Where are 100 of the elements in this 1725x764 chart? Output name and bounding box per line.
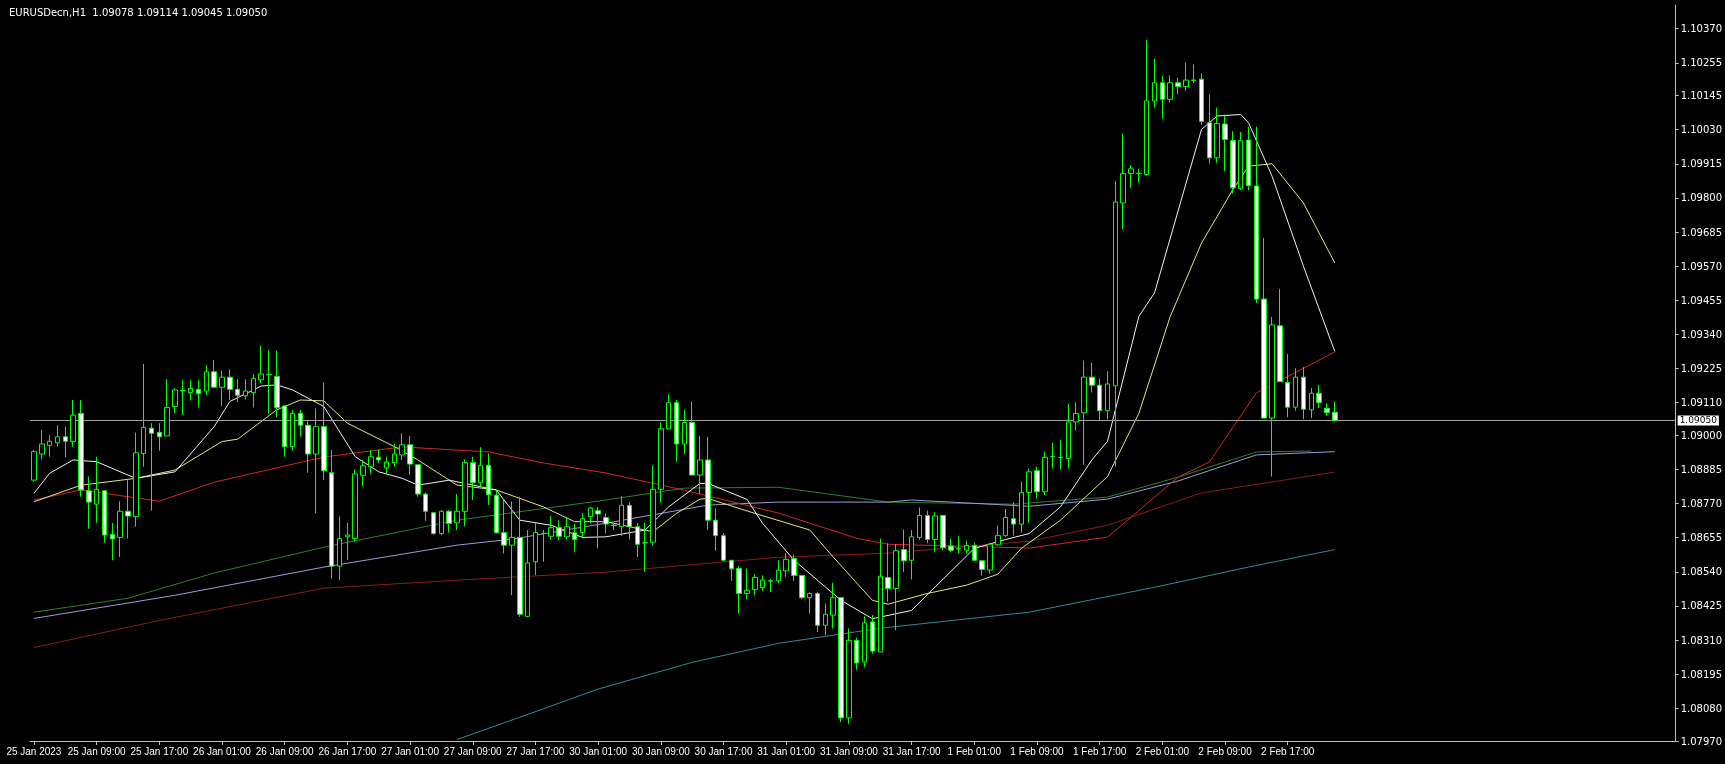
x-tick-label: 27 Jan 09:00 [443,745,503,757]
candlestick [791,553,797,582]
candlestick [1238,131,1243,191]
candlestick [854,637,859,671]
candlestick [650,464,656,547]
candlestick [392,443,397,468]
candlestick [407,435,413,476]
ref-line-label: 1.09050 [1679,415,1718,426]
x-tick-label: 31 Jan 09:00 [819,745,879,757]
candlestick [776,559,781,584]
candlestick [964,540,969,554]
candlestick [721,532,726,561]
candlestick [149,422,154,512]
candlestick [674,399,679,463]
candlestick [987,542,993,575]
candlestick [846,628,852,725]
candlestick [1128,164,1134,189]
x-tick-label: 25 Jan 2023 [6,745,62,757]
candlestick [1199,72,1204,126]
candlestick [235,378,240,403]
candlestick [1019,481,1024,534]
y-tick-label: 1.10370 [1680,23,1723,35]
candlestick [893,543,899,631]
x-tick-label: 31 Jan 17:00 [882,745,941,757]
candlestick [635,522,640,558]
candlestick [368,449,374,474]
candlestick [290,409,295,452]
y-tick-label: 1.08425 [1680,600,1723,612]
candlestick [917,506,922,541]
candlestick [548,515,554,540]
candlestick [580,512,585,538]
candlestick [462,458,468,527]
candlestick [337,516,342,581]
x-tick-label: 25 Jan 17:00 [130,745,189,757]
candlestick [1160,75,1165,120]
x-tick-label: 27 Jan 17:00 [506,745,565,757]
candlestick [1332,400,1338,423]
y-tick-label: 1.09455 [1680,294,1723,306]
candlestick [658,422,664,504]
x-tick-label: 26 Jan 09:00 [255,745,315,757]
candlestick [1011,501,1016,537]
candlestick [1309,387,1314,419]
candlestick [572,523,577,553]
candlestick [211,359,217,389]
y-tick-label: 1.08770 [1680,498,1723,510]
candlestick [885,542,891,603]
candlestick [439,509,444,536]
candlestick [86,476,92,530]
candlestick [619,495,624,537]
candlestick [55,424,60,448]
y-tick-label: 1.09110 [1680,397,1723,409]
candlestick [352,468,358,543]
y-tick-label: 1.08655 [1680,532,1723,544]
candlestick [838,597,844,723]
x-tick-label: 1 Feb 09:00 [1010,745,1065,757]
x-tick-label: 30 Jan 01:00 [569,745,628,757]
x-tick-label: 30 Jan 09:00 [631,745,691,757]
candlestick [517,496,523,618]
candlestick [979,559,985,576]
candlestick [282,405,287,458]
candlestick [78,399,84,498]
candlestick [909,529,914,581]
candlestick [1113,180,1118,467]
line-series [33,471,1336,649]
candlestick [157,422,162,452]
candlestick [1105,370,1110,420]
candlestick [423,492,428,522]
candlestick [689,400,695,476]
candlestick [251,373,256,408]
candlestick [141,363,146,468]
candlestick [501,498,507,554]
candlestick [478,446,483,488]
x-tick-label: 26 Jan 01:00 [193,745,252,757]
y-tick-label: 1.08540 [1680,566,1723,578]
candlestick [188,379,193,402]
candlestick [862,615,867,668]
candlestick [266,349,272,414]
candlestick [133,432,139,528]
candlestick [729,559,734,582]
candlestick [180,379,186,416]
y-tick-label: 1.09225 [1680,363,1723,375]
candlestick [1261,237,1267,419]
candlestick [1324,402,1330,417]
y-tick-label: 1.09000 [1680,429,1723,441]
candlestick [446,509,452,534]
candlestick [697,435,703,495]
candlestick [1050,442,1055,470]
candlestick [486,452,491,506]
x-tick-label: 2 Feb 09:00 [1198,745,1253,757]
candlestick [768,578,773,593]
candlestick [1183,62,1189,92]
candlestick [1301,366,1306,420]
candlestick [39,429,45,460]
candlestick [1058,439,1063,470]
candlestick [1026,468,1032,524]
y-tick-label: 1.09340 [1680,328,1723,340]
candlestick [1191,63,1196,84]
x-tick-label: 2 Feb 17:00 [1261,745,1315,757]
candlestick [1066,403,1071,470]
candlestick [321,382,327,481]
